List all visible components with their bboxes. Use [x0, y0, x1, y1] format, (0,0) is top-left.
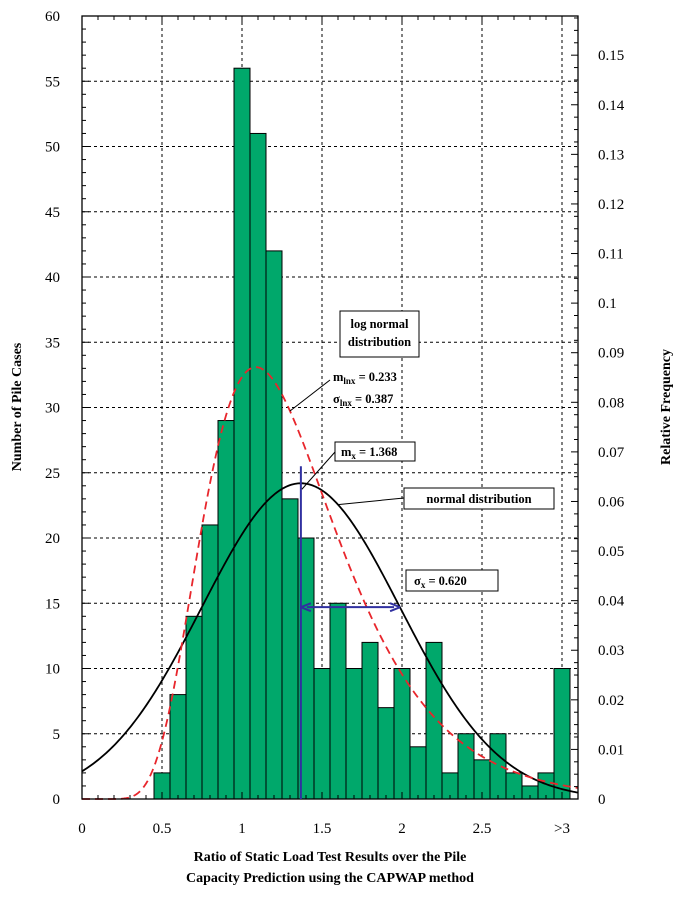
- y-tick-label-right: 0.14: [598, 98, 625, 114]
- x-tick-label: 2: [398, 821, 406, 837]
- histogram-bar: [249, 132, 267, 800]
- histogram-bar: [233, 67, 251, 800]
- y-tick-label-left: 15: [45, 596, 60, 612]
- x-tick-label: 0.5: [153, 821, 172, 837]
- mean-box-text-sub: x: [351, 451, 356, 461]
- y-tick-label-left: 40: [45, 270, 60, 286]
- y-tick-label-right: 0.08: [598, 395, 624, 411]
- x-axis-title-line1: Ratio of Static Load Test Results over t…: [194, 850, 467, 865]
- histogram-bar: [553, 668, 571, 800]
- lognormal-mean-text-sub: lnx: [343, 376, 356, 386]
- x-tick-label: 2.5: [473, 821, 492, 837]
- histogram-bar: [409, 746, 427, 800]
- lognormal-leader-line: [289, 379, 331, 412]
- sigma-arrow-head-right: [389, 602, 401, 613]
- y-tick-label-left: 45: [45, 205, 60, 221]
- y-tick-label-left: 55: [45, 74, 60, 90]
- y-tick-label-right: 0.03: [598, 643, 624, 659]
- histogram-bar: [489, 733, 507, 800]
- histogram-bar: [169, 694, 187, 800]
- mean-box-text-main: m: [341, 445, 352, 459]
- lognormal-sigma-text-sub: lnx: [340, 398, 353, 408]
- sigma-box-text-value: = 0.620: [425, 574, 467, 588]
- sigma-arrow-head-left: [300, 602, 312, 613]
- mean-box-text-value: = 1.368: [356, 445, 398, 459]
- lognormal-mean-text-main: m: [333, 370, 344, 384]
- histogram-bar: [329, 602, 347, 800]
- x-tick-label: 1.5: [313, 821, 332, 837]
- lognormal-sigma-text: σlnx = 0.387: [333, 392, 393, 408]
- histogram-bar: [457, 733, 475, 800]
- y-tick-label-right: 0.09: [598, 346, 624, 362]
- x-tick-label: 1: [238, 821, 246, 837]
- y-tick-label-right: 0.05: [598, 544, 624, 560]
- y-tick-label-right: 0.1: [598, 296, 617, 312]
- histogram-bar: [185, 615, 203, 800]
- y-tick-label-left: 60: [45, 9, 60, 25]
- histogram-bar: [361, 641, 379, 800]
- histogram-bar: [281, 498, 299, 800]
- lognormal-box: [339, 310, 420, 358]
- y-tick-label-left: 35: [45, 335, 60, 351]
- histogram-bars: [153, 67, 571, 800]
- y-tick-label-left: 50: [45, 140, 60, 156]
- lognormal-box-line1: log normal: [351, 317, 410, 331]
- normal-leader-line: [337, 497, 405, 506]
- y-tick-label-right: 0.11: [598, 247, 624, 263]
- lognormal-box-line2: distribution: [348, 335, 411, 349]
- sigma-box-text-main: σ: [414, 574, 421, 588]
- sigma-box-text: σx = 0.620: [414, 574, 467, 590]
- y-tick-label-right: 0.06: [598, 494, 625, 510]
- y-axis-left-title: Number of Pile Cases: [10, 342, 25, 471]
- y-tick-label-left: 25: [45, 466, 60, 482]
- y-axis-right-title: Relative Frequency: [659, 349, 674, 465]
- histogram-bar: [393, 668, 411, 800]
- histogram-bar: [265, 250, 283, 800]
- y-tick-label-right: 0.02: [598, 693, 624, 709]
- histogram-bar: [313, 668, 331, 800]
- mean-box-text: mx = 1.368: [341, 445, 397, 461]
- histogram-bar: [345, 668, 363, 800]
- y-tick-label-left: 20: [45, 531, 60, 547]
- y-tick-label-right: 0.15: [598, 48, 624, 64]
- y-tick-label-left: 10: [45, 662, 60, 678]
- y-tick-label-right: 0.07: [598, 445, 625, 461]
- distribution-curves: [81, 366, 579, 800]
- mean-leader-line: [301, 451, 336, 490]
- y-tick-label-right: 0: [598, 792, 606, 808]
- y-tick-label-right: 0.12: [598, 197, 624, 213]
- y-tick-label-left: 30: [45, 401, 60, 417]
- histogram-bar: [377, 707, 395, 800]
- y-tick-label-left: 5: [53, 727, 61, 743]
- lognormal-mean-text: mlnx = 0.233: [333, 370, 397, 386]
- histogram-bar: [201, 524, 219, 800]
- y-tick-label-left: 0: [53, 792, 61, 808]
- x-axis-title-line2: Capacity Prediction using the CAPWAP met…: [186, 871, 474, 886]
- y-tick-label-right: 0.01: [598, 742, 624, 758]
- normal-distribution-curve: [81, 482, 579, 794]
- normal-distribution-label: normal distribution: [426, 492, 531, 506]
- x-tick-label: >3: [554, 821, 570, 837]
- lognormal-mean-text-value: = 0.233: [355, 370, 397, 384]
- x-tick-label: 0: [78, 821, 86, 837]
- y-tick-label-right: 0.13: [598, 147, 624, 163]
- mean-box: [334, 441, 416, 462]
- sigma-box: [405, 569, 499, 592]
- axis-ticks: 0 0.5 1 1.5 2 2.5 >3 0 5 10 15 20 25 30 35 40 45 50 55 60 0 0…: [45, 9, 625, 837]
- y-tick-label-right: 0.04: [598, 594, 625, 610]
- sigma-box-text-sub: x: [421, 580, 426, 590]
- histogram-bar: [217, 420, 235, 800]
- histogram-bar: [425, 641, 443, 800]
- lognormal-distribution-curve: [82, 366, 579, 800]
- lognormal-sigma-text-main: σ: [333, 392, 340, 406]
- lognormal-sigma-text-value: = 0.387: [352, 392, 394, 406]
